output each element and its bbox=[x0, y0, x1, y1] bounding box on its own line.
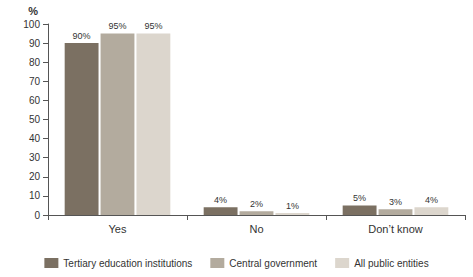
svg-text:4%: 4% bbox=[425, 195, 438, 205]
svg-text:Don’t know: Don’t know bbox=[368, 223, 422, 235]
svg-text:20: 20 bbox=[29, 171, 41, 182]
svg-text:0: 0 bbox=[34, 210, 40, 221]
svg-text:80: 80 bbox=[29, 57, 41, 68]
svg-text:4%: 4% bbox=[214, 195, 227, 205]
svg-text:1%: 1% bbox=[286, 201, 299, 211]
svg-text:30: 30 bbox=[29, 152, 41, 163]
svg-text:50: 50 bbox=[29, 114, 41, 125]
svg-text:40: 40 bbox=[29, 133, 41, 144]
svg-text:90%: 90% bbox=[73, 31, 91, 41]
svg-text:5%: 5% bbox=[353, 193, 366, 203]
svg-text:100: 100 bbox=[23, 19, 40, 30]
svg-text:No: No bbox=[249, 223, 263, 235]
svg-text:10: 10 bbox=[29, 190, 41, 201]
svg-text:Central government: Central government bbox=[229, 258, 317, 269]
svg-text:95%: 95% bbox=[108, 21, 126, 31]
svg-text:Yes: Yes bbox=[109, 223, 127, 235]
svg-text:All public entities: All public entities bbox=[354, 258, 428, 269]
svg-text:2%: 2% bbox=[250, 199, 263, 209]
svg-text:60: 60 bbox=[29, 95, 41, 106]
svg-text:70: 70 bbox=[29, 76, 41, 87]
svg-text:95%: 95% bbox=[144, 21, 162, 31]
svg-text:3%: 3% bbox=[389, 197, 402, 207]
svg-text:90: 90 bbox=[29, 38, 41, 49]
svg-text:%: % bbox=[28, 5, 38, 17]
svg-text:Tertiary education institution: Tertiary education institutions bbox=[63, 258, 192, 269]
